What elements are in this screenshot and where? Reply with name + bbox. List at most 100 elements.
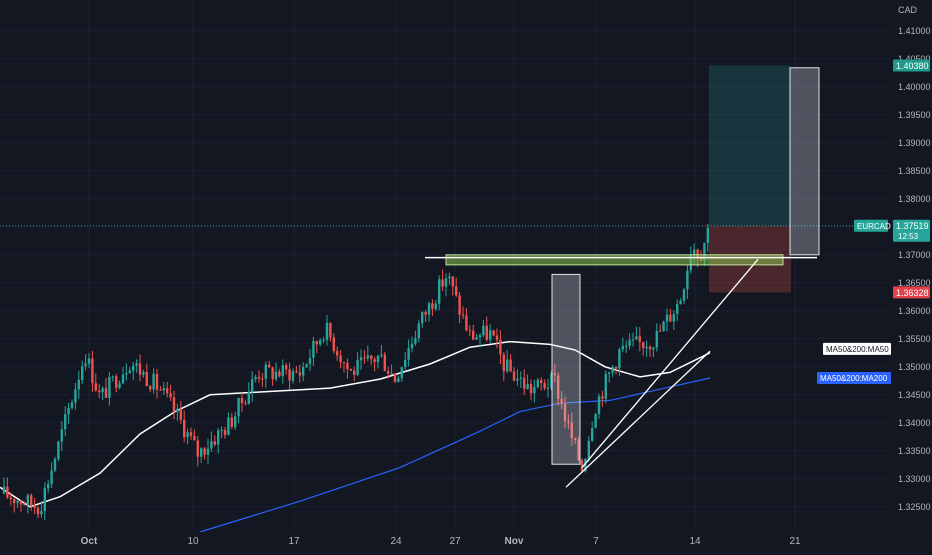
candle-body [397, 378, 400, 382]
candle-body [172, 397, 176, 412]
y-tick-label: 1.32500 [898, 502, 931, 512]
candle-body [339, 355, 342, 363]
y-tick-label: 1.36500 [898, 278, 931, 288]
candle-body [655, 330, 658, 348]
candle-body [414, 338, 417, 344]
candle-body [298, 372, 301, 376]
candle-body [536, 379, 539, 388]
trendline-2 [581, 258, 759, 469]
candle-body [387, 371, 390, 374]
stop-price-tag-bg [893, 286, 930, 299]
candle-body [200, 448, 203, 457]
ma50-tag-bg [823, 342, 891, 355]
candle-body [271, 367, 274, 380]
candle-body [550, 373, 553, 388]
resistance-zone [445, 254, 784, 266]
candle-body [57, 441, 60, 460]
symbol-tag-bg [854, 219, 888, 232]
candle-body [308, 357, 312, 364]
candle-body [485, 325, 488, 340]
x-tick-label: 27 [449, 536, 461, 547]
last-price-label: 1.37519 [896, 221, 929, 231]
candle-body [601, 396, 604, 399]
candle-body [230, 417, 233, 428]
candle-body [553, 373, 556, 376]
candle-body [223, 429, 227, 435]
candle-body [342, 362, 346, 364]
x-tick-label: 10 [187, 536, 199, 547]
candle-body [237, 397, 240, 417]
candle-body [359, 357, 363, 361]
candle-body [618, 349, 621, 369]
candle-body [155, 373, 159, 390]
candle-body [421, 311, 424, 324]
y-tick-label: 1.38000 [898, 194, 931, 204]
candle-body [213, 441, 216, 445]
candle-body [111, 376, 114, 378]
candle-body [366, 355, 369, 359]
candle-body [329, 322, 332, 338]
candle-body [434, 303, 437, 309]
candle-body [278, 371, 281, 377]
candle-body [560, 398, 563, 405]
candle-body [234, 416, 237, 428]
candle-body [611, 366, 614, 373]
candle-body [295, 371, 298, 373]
y-tick-label: 1.34000 [898, 418, 931, 428]
x-tick-label: 14 [689, 536, 701, 547]
y-tick-label: 1.40500 [898, 54, 931, 64]
candle-body [546, 387, 550, 389]
candle-body [431, 303, 434, 309]
candle-body [676, 303, 679, 315]
candle-body [274, 371, 278, 380]
candle-body [523, 377, 526, 389]
candle-body [159, 389, 162, 391]
candle-body [257, 376, 261, 379]
candle-body [319, 340, 322, 345]
candle-body [40, 511, 43, 515]
candle-body [176, 408, 179, 412]
candle-body [2, 486, 6, 494]
candle-body [244, 403, 247, 405]
candle-body [254, 376, 257, 380]
candle-body [251, 379, 254, 393]
y-tick-label: 1.36000 [898, 306, 931, 316]
candle-body [407, 348, 410, 360]
y-tick-label: 1.41000 [898, 26, 931, 36]
candle-body [427, 303, 431, 315]
candle-body [50, 470, 53, 484]
candle-body [206, 448, 210, 455]
candle-body [305, 363, 308, 368]
candle-body [625, 345, 628, 347]
candle-body [506, 359, 509, 372]
ma200-tag-bg [817, 372, 891, 384]
candle-body [533, 387, 536, 394]
candle-body [77, 379, 80, 390]
candle-body [492, 330, 495, 336]
candle-body [461, 314, 465, 316]
candle-body [166, 388, 169, 394]
candle-body [567, 421, 570, 423]
target-price-tag-bg [893, 59, 930, 72]
candle-body [203, 448, 206, 455]
candle-body [312, 341, 315, 358]
ma200-tag: MA50&200:MA200 [820, 374, 888, 383]
candle-body [346, 362, 349, 369]
candle-body [519, 377, 522, 379]
candle-body [502, 354, 505, 372]
candle-body [424, 311, 427, 315]
candle-body [101, 388, 104, 393]
candle-body [145, 371, 148, 387]
candle-body [526, 384, 529, 389]
y-tick-label: 1.35000 [898, 362, 931, 372]
candle-body [404, 359, 407, 368]
candle-body [604, 373, 607, 399]
candle-body [121, 374, 125, 384]
x-tick-label: 7 [593, 536, 599, 547]
candle-body [47, 483, 50, 489]
candle-body [94, 383, 97, 391]
projection-box [789, 67, 820, 256]
ma50-line [0, 340, 711, 508]
candle-body [458, 295, 461, 315]
